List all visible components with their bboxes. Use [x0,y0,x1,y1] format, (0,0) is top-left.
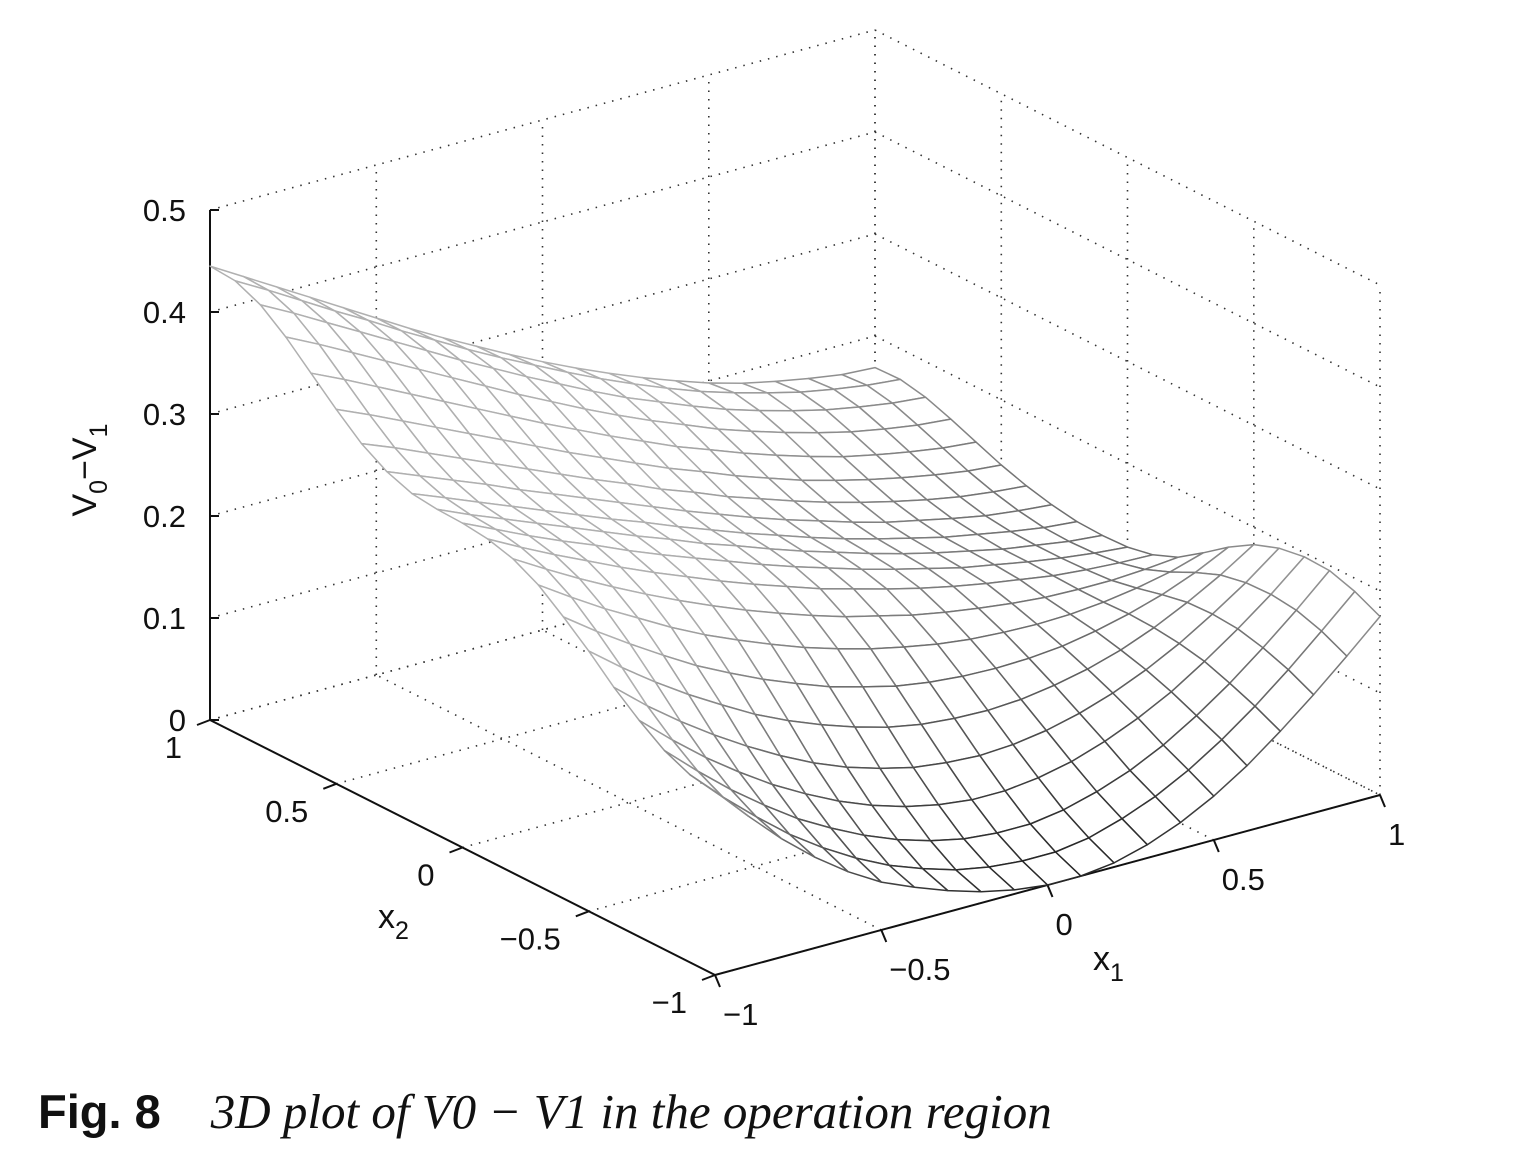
figure-number: Fig. 8 [38,1085,161,1138]
y-tick [322,782,337,790]
y-tick-label: −1 [652,985,687,1020]
gridline [874,131,1381,388]
gridline [874,233,1381,490]
surface-mesh [209,265,1381,893]
x-tick-label: 1 [1388,817,1405,852]
y-tick-label: −0.5 [500,921,561,956]
gridline [209,29,876,211]
x-tick-label: 0 [1056,907,1073,942]
figure-caption: Fig. 8 3D plot of V0 − V1 in the operatio… [38,1083,1488,1153]
y-tick [449,846,463,854]
z-tick-label: 0.3 [143,397,186,432]
gridline [874,539,1381,796]
x-tick [1212,839,1220,853]
x-tick [1046,884,1054,898]
gridline [874,335,1381,592]
gridline [874,29,1381,286]
y-axis-label: x2 [378,898,409,945]
z-axis-label: V0−V1 [66,423,113,516]
mesh-cell [689,773,750,817]
x-tick-label: 0.5 [1222,862,1265,897]
y-tick [701,974,716,981]
z-tick-label: 0.5 [143,193,186,228]
z-tick-label: 0.4 [143,295,186,330]
x-tick [880,929,888,943]
y-tick-label: 0.5 [265,794,308,829]
z-tick-label: 0.1 [143,601,186,636]
x-axis-label: x1 [1093,940,1124,987]
gridline [375,674,882,931]
mesh-cell [209,265,270,292]
y-tick [196,719,211,726]
surface-plot: 0 0.1 0.2 0.3 0.4 0.5 −1 −0.5 0 0.5 1 −1 −0.5 0 0.5 1 V… [66,29,1405,1032]
y-tick-label: 1 [165,730,182,765]
tick-labels: 0 0.1 0.2 0.3 0.4 0.5 −1 −0.5 0 0.5 1 −1 −0.5 0 0.5 1 [143,193,1405,1032]
z-tick-label: 0.2 [143,499,186,534]
x-tick [1379,794,1386,808]
x-tick-label: −1 [723,997,758,1032]
z-tick-label: 0 [169,703,186,738]
x-tick-label: −0.5 [889,952,950,987]
caption-text: 3D plot of V0 − V1 in the operation regi… [210,1084,1052,1139]
y-tick [575,910,590,918]
y-tick-label: 0 [417,858,434,893]
x-tick [714,974,721,988]
